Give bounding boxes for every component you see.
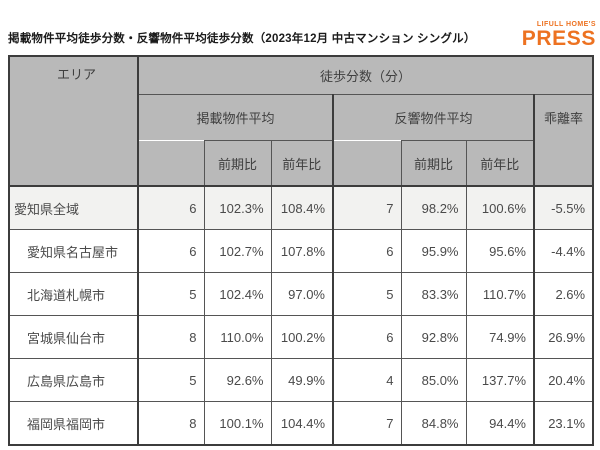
cell-listed-avg: 8 <box>137 401 205 446</box>
cell-deviation: 26.9% <box>532 315 594 359</box>
cell-listed-prev-period: 92.6% <box>203 358 272 402</box>
logo-press-text: PRESS <box>521 27 596 50</box>
cell-response-avg: 7 <box>332 401 402 446</box>
cell-listed-prev-period: 110.0% <box>203 315 272 359</box>
cell-listed-prev-period: 102.7% <box>203 229 272 273</box>
cell-response-prev-year: 110.7% <box>465 272 535 316</box>
walk-minutes-table: エリア 徒歩分数（分） 掲載物件平均 反響物件平均 乖離率 前期比 前年比 前期… <box>8 55 595 446</box>
page-title: 掲載物件平均徒歩分数・反響物件平均徒歩分数（2023年12月 中古マンション シ… <box>8 33 476 45</box>
header-listed-avg-spacer <box>137 140 205 187</box>
cell-area: 広島県広島市 <box>8 358 139 402</box>
cell-listed-prev-year: 100.2% <box>270 315 334 359</box>
cell-response-prev-year: 94.4% <box>465 401 535 446</box>
cell-response-prev-period: 85.0% <box>400 358 467 402</box>
lifull-homes-press-logo: LIFULL HOME'S PRESS <box>521 21 596 50</box>
cell-response-prev-period: 92.8% <box>400 315 467 359</box>
cell-area: 福岡県福岡市 <box>8 401 139 446</box>
table-row: 北海道札幌市 5 102.4% 97.0% 5 83.3% 110.7% 2.6… <box>8 272 594 316</box>
cell-listed-prev-year: 104.4% <box>270 401 334 446</box>
header-area: エリア <box>8 55 139 187</box>
header-response-avg-spacer <box>332 140 402 187</box>
header-listed-prev-year: 前年比 <box>270 140 334 187</box>
cell-response-avg: 6 <box>332 315 402 359</box>
cell-response-prev-period: 98.2% <box>400 185 467 230</box>
cell-listed-prev-period: 102.3% <box>203 185 272 230</box>
cell-response-avg: 6 <box>332 229 402 273</box>
cell-area: 愛知県名古屋市 <box>8 229 139 273</box>
table-row: 福岡県福岡市 8 100.1% 104.4% 7 84.8% 94.4% 23.… <box>8 401 594 446</box>
cell-area: 宮城県仙台市 <box>8 315 139 359</box>
cell-listed-prev-period: 102.4% <box>203 272 272 316</box>
cell-response-prev-year: 137.7% <box>465 358 535 402</box>
cell-listed-prev-year: 97.0% <box>270 272 334 316</box>
header-response-prev-period: 前期比 <box>400 140 467 187</box>
cell-listed-avg: 6 <box>137 229 205 273</box>
table-row: 広島県広島市 5 92.6% 49.9% 4 85.0% 137.7% 20.4… <box>8 358 594 402</box>
cell-deviation: 23.1% <box>532 401 594 446</box>
cell-deviation: 20.4% <box>532 358 594 402</box>
cell-area: 北海道札幌市 <box>8 272 139 316</box>
cell-listed-prev-year: 107.8% <box>270 229 334 273</box>
header-deviation: 乖離率 <box>532 94 594 187</box>
header-response-group: 反響物件平均 <box>332 94 535 141</box>
header-listed-prev-period: 前期比 <box>203 140 272 187</box>
cell-response-prev-year: 95.6% <box>465 229 535 273</box>
table-row: 愛知県全域 6 102.3% 108.4% 7 98.2% 100.6% -5.… <box>8 185 594 230</box>
cell-listed-prev-period: 100.1% <box>203 401 272 446</box>
header-response-prev-year: 前年比 <box>465 140 535 187</box>
cell-listed-prev-year: 108.4% <box>270 185 334 230</box>
cell-deviation: -4.4% <box>532 229 594 273</box>
cell-response-prev-year: 100.6% <box>465 185 535 230</box>
table-row: 愛知県名古屋市 6 102.7% 107.8% 6 95.9% 95.6% -4… <box>8 229 594 273</box>
cell-listed-avg: 5 <box>137 358 205 402</box>
cell-listed-avg: 8 <box>137 315 205 359</box>
cell-deviation: -5.5% <box>532 185 594 230</box>
cell-response-avg: 4 <box>332 358 402 402</box>
cell-area: 愛知県全域 <box>8 185 139 230</box>
cell-listed-prev-year: 49.9% <box>270 358 334 402</box>
logo-brand-text: LIFULL HOME'S <box>536 21 596 28</box>
header-listed-group: 掲載物件平均 <box>137 94 334 141</box>
cell-deviation: 2.6% <box>532 272 594 316</box>
cell-response-prev-period: 83.3% <box>400 272 467 316</box>
cell-listed-avg: 6 <box>137 185 205 230</box>
table-row: 宮城県仙台市 8 110.0% 100.2% 6 92.8% 74.9% 26.… <box>8 315 594 359</box>
cell-response-prev-year: 74.9% <box>465 315 535 359</box>
cell-response-avg: 7 <box>332 185 402 230</box>
cell-response-avg: 5 <box>332 272 402 316</box>
header-walk-minutes: 徒歩分数（分） <box>136 55 594 95</box>
cell-response-prev-period: 84.8% <box>400 401 467 446</box>
cell-response-prev-period: 95.9% <box>400 229 467 273</box>
cell-listed-avg: 5 <box>137 272 205 316</box>
